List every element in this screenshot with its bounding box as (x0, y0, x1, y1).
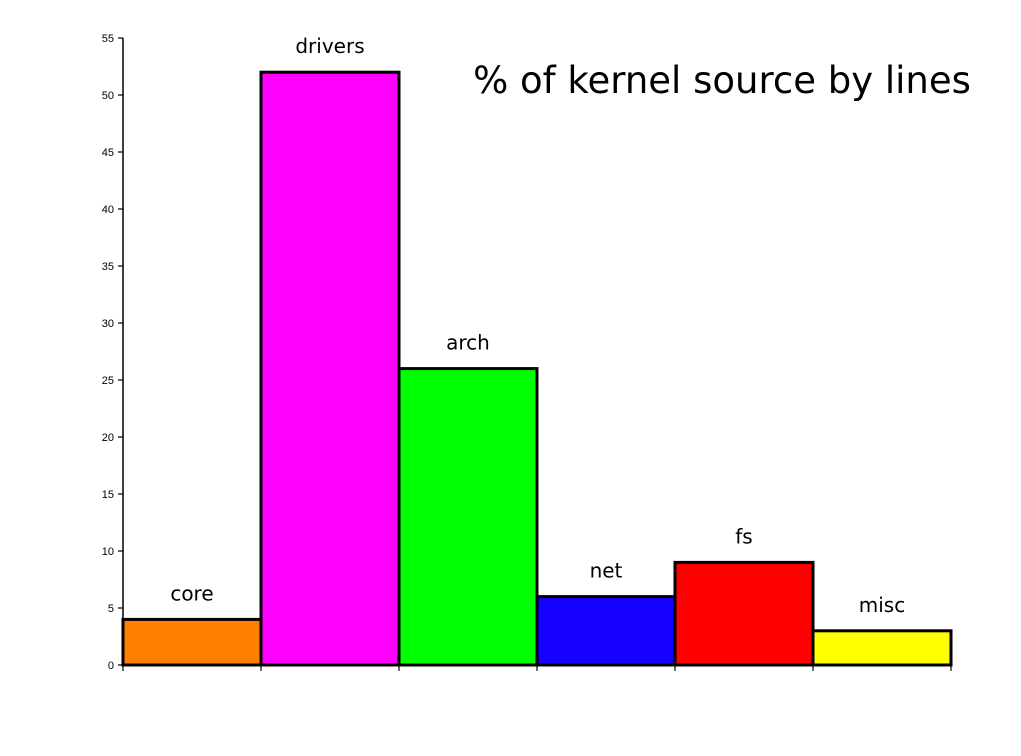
y-tick-label: 50 (102, 90, 114, 102)
bar-misc (811, 629, 953, 667)
bar-label-fs: fs (735, 524, 752, 548)
y-tick-label: 15 (102, 489, 114, 501)
y-tick-label: 45 (102, 147, 114, 159)
y-tick-label: 35 (102, 261, 114, 273)
bar-fs (673, 560, 815, 667)
bar-labels: core drivers arch net fs misc (170, 34, 905, 617)
bar-arch (397, 367, 539, 667)
y-tick-label: 30 (102, 318, 114, 330)
bar-label-misc: misc (859, 593, 905, 617)
y-tick-label: 55 (102, 33, 114, 45)
y-tick-label: 40 (102, 204, 114, 216)
bar-label-drivers: drivers (295, 34, 364, 58)
bar-label-core: core (170, 581, 213, 605)
bar-label-arch: arch (446, 331, 490, 355)
y-tick-label: 0 (108, 660, 114, 672)
y-tick-label: 5 (108, 603, 114, 615)
y-tick-label: 10 (102, 546, 114, 558)
bar-drivers (259, 70, 401, 667)
chart-title: % of kernel source by lines (473, 59, 971, 102)
bars (121, 70, 953, 667)
y-tick-label: 20 (102, 432, 114, 444)
bar-net (535, 595, 677, 667)
bar-label-net: net (590, 559, 623, 583)
y-tick-label: 25 (102, 375, 114, 387)
bar-core (121, 617, 263, 667)
